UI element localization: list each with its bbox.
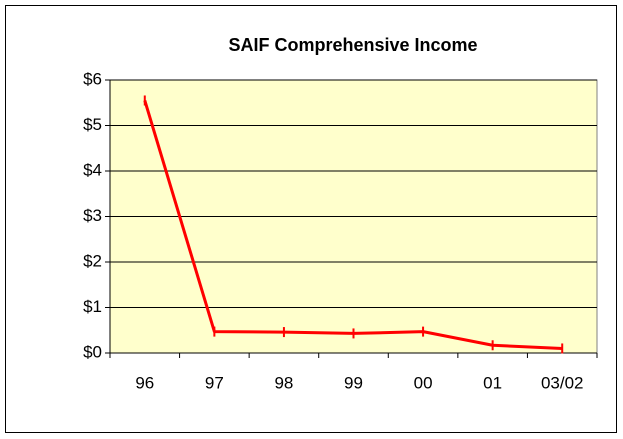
y-tick-label: $4	[83, 160, 102, 179]
y-tick-label: $1	[83, 297, 102, 316]
y-tick-label: $3	[83, 206, 102, 225]
y-tick-label: $6	[83, 69, 102, 88]
x-tick-label: 03/02	[541, 373, 584, 392]
x-tick-label: 00	[414, 373, 433, 392]
y-tick-label: $2	[83, 251, 102, 270]
y-tick-label: $5	[83, 115, 102, 134]
y-tick-label: $0	[83, 342, 102, 361]
x-tick-label: 97	[205, 373, 224, 392]
x-tick-label: 96	[135, 373, 154, 392]
x-tick-label: 01	[483, 373, 502, 392]
x-tick-label: 98	[274, 373, 293, 392]
chart-title: SAIF Comprehensive Income	[228, 35, 477, 55]
x-tick-label: 99	[344, 373, 363, 392]
